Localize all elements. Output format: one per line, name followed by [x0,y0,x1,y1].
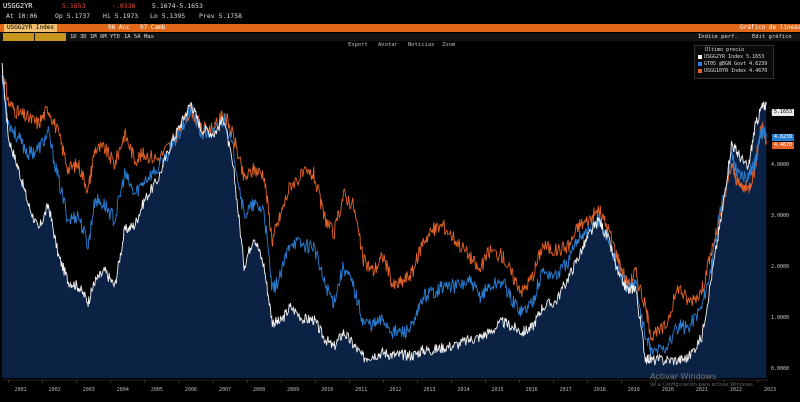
chart-lines [1,62,767,366]
x-tick-label: 2023 [764,387,776,393]
price-change: -.0336 [112,2,136,10]
low-price: Lo 5.1395 [150,12,186,20]
range-ytd[interactable]: YTD [110,34,120,40]
activation-watermark: Activar Windows [650,372,717,381]
x-tick-label: 2014 [457,387,469,393]
legend-entry-10yr: USGG10YR Index 4.4670 [698,68,767,74]
last-value-tag-10yr: 4.4670 [772,142,794,149]
x-tick-label: 2011 [355,387,367,393]
edit-menu[interactable]: 97 Camb [140,24,166,31]
x-tick-label: 2015 [492,387,504,393]
x-tick-label: 2019 [628,387,640,393]
range-buttons: 1D 3D 1M 6M YTD 1A 5A Max Índice perf. E… [0,33,800,41]
legend-title: Último precio [705,47,745,53]
x-tick-label: 2005 [151,387,163,393]
legend-entry-2yr: USGG2YR Index 5.1653 [698,54,764,60]
bid-ask-range: 5.1674-5.1653 [152,2,203,10]
y-tick-label: 4.0000 [771,162,789,168]
range-1a[interactable]: 1A [124,34,131,40]
last-value-tag-2yr: 5.1653 [772,109,794,116]
edit-chart-button[interactable]: Edit gráfico [752,34,792,40]
date-start-field[interactable] [3,33,34,41]
range-6m[interactable]: 6M [100,34,107,40]
x-tick-label: 2004 [117,387,129,393]
x-tick-label: 2008 [253,387,265,393]
x-tick-label: 2007 [219,387,231,393]
y-tick-label: 0.0000 [771,366,789,372]
x-tick-label: 2018 [594,387,606,393]
x-axis: 2001 2002 2003 2004 2005 2006 2007 2008 2009 2010… [2,379,776,393]
activation-watermark-sub: Ve a Configuración para activar Windows. [650,382,755,388]
x-tick-label: 2021 [696,387,708,393]
chart-legend: Último precio USGG2YR Index 5.1653 GT05 … [694,45,774,79]
x-tick-label: 2012 [389,387,401,393]
index-perf-button[interactable]: Índice perf. [698,34,738,40]
x-tick-label: 2002 [49,387,61,393]
range-max[interactable]: Max [144,34,154,40]
x-tick-label: 2013 [423,387,435,393]
quote-header: USGG2YR 5.1653 -.0336 5.1674-5.1653 At 1… [0,0,800,24]
chart-fills [2,62,767,379]
prev-price: Prev 5.1758 [199,12,243,20]
series-line-usgg2yr [1,62,767,366]
y-tick-label: 2.0000 [771,264,789,270]
legend-swatch [698,54,702,59]
range-1m[interactable]: 1M [90,34,97,40]
annotate-button[interactable]: Anotar [378,42,398,48]
export-button[interactable]: Export [348,42,368,48]
chart-title: Gráfico de líneas [740,24,800,31]
open-price: Op 5.1737 [55,12,91,20]
x-tick-label: 2003 [83,387,95,393]
actions-menu[interactable]: 96 Acc [108,24,130,31]
high-price: Hi 5.1973 [103,12,139,20]
date-end-field[interactable] [35,33,66,41]
last-price: 5.1653 [62,2,86,10]
x-tick-label: 2009 [287,387,299,393]
x-tick-label: 2010 [321,387,333,393]
x-tick-label: 2001 [15,387,27,393]
series-line-usgg10yr [1,67,767,342]
y-tick-label: 1.0000 [771,315,789,321]
quote-time: At 10:06 [6,12,38,20]
function-bar: USGG2YR Index 96 Acc 97 Camb Gráfico de … [0,24,800,32]
legend-swatch [698,68,702,73]
chart-toolbar: Export Anotar Noticias Zoom [0,41,800,51]
area-fill-2yr [2,62,767,379]
x-tick-label: 2016 [526,387,538,393]
x-tick-label: 2017 [560,387,572,393]
legend-entry-5yr: GT05 @BGN Govt 4.6239 [698,61,767,67]
x-tick-label: 2022 [730,387,742,393]
range-5a[interactable]: 5A [134,34,141,40]
x-tick-label: 2006 [185,387,197,393]
zoom-button[interactable]: Zoom [442,42,456,48]
last-value-tag-5yr: 4.6239 [772,134,794,141]
series-line-gt05 [1,75,767,357]
range-3d[interactable]: 3D [80,34,87,40]
x-tick-label: 2020 [662,387,674,393]
ticker-label[interactable]: USGG2YR [3,2,33,10]
news-button[interactable]: Noticias [408,42,435,48]
y-tick-label: 3.0000 [771,213,789,219]
legend-swatch [698,61,702,66]
range-1d[interactable]: 1D [70,34,77,40]
security-field[interactable]: USGG2YR Index [4,24,57,32]
